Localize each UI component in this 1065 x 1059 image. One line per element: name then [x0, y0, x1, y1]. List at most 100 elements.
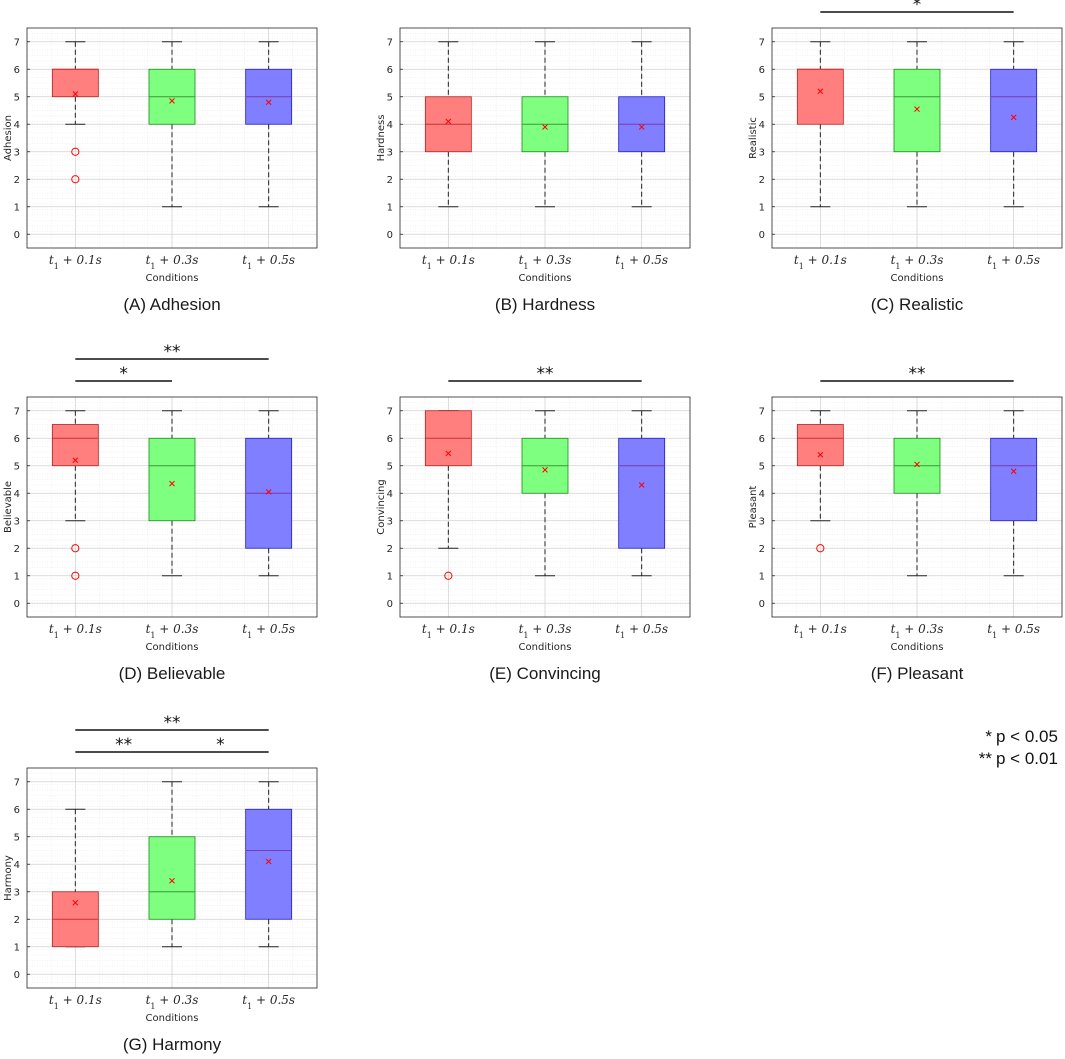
mean-marker-stroke: [169, 480, 175, 487]
mean-marker: [638, 482, 645, 488]
y-tick-label: 1: [14, 202, 20, 213]
significance-bracket: *: [75, 364, 172, 384]
y-tick-label: 1: [14, 571, 20, 582]
x-tick-label: t1 + 0.5s: [987, 253, 1040, 271]
box-iqr: [51, 424, 99, 467]
mean-marker: [72, 91, 79, 97]
y-tick-label: 6: [14, 434, 20, 445]
significance-label: **: [909, 364, 926, 384]
y-axis-label: Adhesion: [3, 115, 14, 161]
significance-label: **: [164, 342, 181, 362]
box-3: [990, 410, 1038, 577]
x-tick-label: t1 + 0.1s: [422, 622, 475, 640]
outlier-point: [444, 571, 453, 580]
axes-frame: [26, 767, 318, 989]
box-iqr: [796, 68, 844, 125]
mean-marker-stroke: [169, 98, 175, 104]
significance-label: *: [119, 364, 128, 384]
mean-marker: [638, 124, 645, 130]
x-tick-label: t1 + 0.3s: [146, 253, 199, 271]
mean-marker-stroke: [638, 482, 645, 488]
mean-marker-stroke: [72, 457, 79, 464]
y-tick-label: 6: [387, 65, 393, 76]
y-tick-label: 5: [387, 461, 393, 472]
box-1: [51, 41, 99, 184]
x-tick-label: t1 + 0.3s: [146, 622, 199, 640]
significance-label: **: [164, 713, 181, 733]
x-tick-label: t1 + 0.5s: [987, 622, 1040, 640]
box-3: [245, 410, 293, 577]
mean-marker: [169, 877, 175, 884]
chart-panel-hardness: 0 1 2 3 4 5 6 7 t1 + 0.1s t1 + 0.3s t1 + 0.5s Condi…: [376, 27, 691, 314]
y-tick-label: 4: [387, 120, 393, 131]
box-iqr: [618, 437, 666, 549]
mean-marker: [72, 899, 79, 906]
mean-marker: [72, 457, 79, 464]
x-axis-label: Conditions: [891, 273, 944, 284]
mean-marker-stroke: [72, 899, 79, 906]
y-axis-label: Believable: [3, 481, 14, 533]
mean-marker-stroke: [445, 450, 452, 457]
x-axis-label: Conditions: [519, 273, 572, 284]
y-tick-label: 5: [759, 92, 765, 103]
y-tick-label: 7: [14, 37, 20, 48]
box-3: [245, 781, 293, 948]
axes-frame: [26, 396, 318, 618]
x-tick-label: t1 + 0.1s: [794, 622, 847, 640]
mean-marker-stroke: [265, 858, 272, 865]
chart-panel-adhesion: 0 1 2 3 4 5 6 7 t1 + 0.1s t1 + 0.3s t1 + 0.5s Condi…: [3, 27, 318, 314]
significance-legend: * p < 0.05** p < 0.01: [979, 727, 1058, 768]
y-tick-label: 2: [14, 544, 20, 555]
y-tick-label: 2: [387, 175, 393, 186]
legend-marker: *: [985, 727, 992, 746]
mean-marker: [542, 467, 548, 473]
significance-label: **: [537, 364, 554, 384]
y-tick-label: 4: [759, 489, 765, 500]
y-tick-label: 5: [14, 92, 20, 103]
box-2: [893, 41, 941, 208]
panel-caption: (A) Adhesion: [123, 295, 220, 314]
mean-marker: [265, 99, 272, 106]
box-1: [51, 808, 99, 948]
y-tick-label: 0: [387, 599, 393, 610]
axes-frame: [771, 396, 1063, 618]
significance-label: **: [115, 735, 132, 755]
y-tick-label: 6: [759, 65, 765, 76]
x-axis-label: Conditions: [519, 642, 572, 653]
y-tick-label: 6: [14, 805, 20, 816]
box-2: [148, 781, 196, 948]
box-iqr: [245, 808, 293, 920]
y-tick-label: 5: [14, 832, 20, 843]
mean-marker-stroke: [1010, 114, 1017, 121]
x-tick-label: t1 + 0.5s: [615, 622, 668, 640]
y-tick-label: 4: [387, 489, 393, 500]
y-tick-label: 7: [387, 37, 393, 48]
chart-panel-convincing: 0 1 2 3 4 5 6 7 t1 + 0.1s t1 + 0.3s t1 + 0.5s Condi…: [376, 364, 691, 683]
y-tick-label: 0: [387, 230, 393, 241]
y-tick-label: 2: [14, 915, 20, 926]
mean-marker: [542, 124, 548, 130]
y-tick-label: 5: [14, 461, 20, 472]
legend-text: p < 0.05: [996, 727, 1058, 746]
outlier-point: [816, 544, 825, 553]
y-tick-label: 7: [14, 777, 20, 788]
x-tick-label: t1 + 0.1s: [49, 622, 102, 640]
x-tick-label: t1 + 0.5s: [242, 622, 295, 640]
mean-marker: [817, 88, 824, 95]
mean-marker-stroke: [542, 124, 548, 130]
y-axis-label: Pleasant: [748, 486, 759, 529]
x-axis-label: Conditions: [146, 642, 199, 653]
significance-bracket: *: [820, 0, 1014, 15]
mean-marker-stroke: [265, 489, 272, 495]
y-tick-label: 1: [759, 571, 765, 582]
box-1: [424, 41, 472, 208]
y-tick-label: 1: [14, 942, 20, 953]
y-tick-label: 2: [759, 544, 765, 555]
y-axis-label: Convincing: [376, 479, 387, 534]
y-tick-label: 4: [14, 120, 20, 131]
y-tick-label: 3: [14, 147, 20, 158]
mean-marker-stroke: [817, 451, 824, 458]
y-tick-label: 7: [387, 406, 393, 417]
x-tick-label: t1 + 0.1s: [422, 253, 475, 271]
